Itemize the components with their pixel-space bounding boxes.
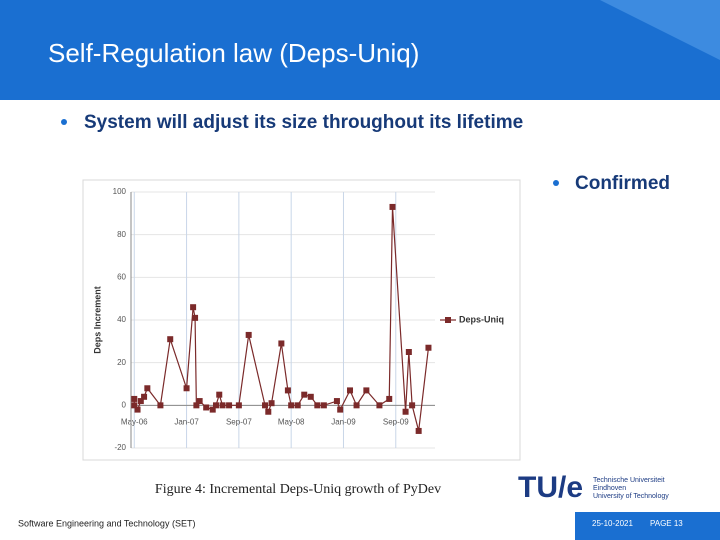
x-tick-label: Jan-07 (174, 417, 199, 426)
data-point (337, 406, 344, 413)
data-point (167, 336, 174, 343)
data-point (353, 402, 360, 409)
x-tick-label: May-06 (121, 417, 148, 426)
data-point (268, 400, 275, 407)
data-point (216, 391, 223, 398)
data-point (141, 393, 148, 400)
legend-marker (445, 317, 451, 323)
data-point (294, 402, 301, 409)
data-point (212, 402, 219, 409)
x-tick-label: May-08 (278, 417, 305, 426)
bullet: Confirmed (575, 173, 670, 194)
data-point (219, 402, 226, 409)
y-axis-label: Deps Increment (92, 286, 102, 354)
footer-band (575, 512, 720, 540)
data-point (192, 314, 199, 321)
data-point (265, 408, 272, 415)
data-point (196, 398, 203, 405)
y-tick-label: 0 (122, 400, 127, 409)
data-point (307, 393, 314, 400)
data-point (131, 402, 138, 409)
data-point (301, 391, 308, 398)
x-tick-label: Sep-09 (383, 417, 409, 426)
legend-label: Deps-Uniq (459, 314, 504, 324)
data-point (137, 398, 144, 405)
data-point (190, 304, 197, 311)
figure-caption: Figure 4: Incremental Deps-Uniq growth o… (155, 482, 441, 497)
slide-title: Self-Regulation law (Deps-Uniq) (48, 38, 419, 68)
y-tick-label: 60 (117, 272, 126, 281)
data-point (376, 402, 383, 409)
data-point (235, 402, 242, 409)
data-point (409, 402, 416, 409)
footer-date: 25-10-2021 (592, 519, 633, 528)
data-point (425, 344, 432, 351)
data-point (193, 402, 200, 409)
data-point (288, 402, 295, 409)
bullet-dot (61, 119, 67, 125)
data-point (209, 406, 216, 413)
x-tick-label: Jan-09 (331, 417, 356, 426)
bullet: System will adjust its size throughout i… (84, 112, 523, 133)
y-tick-label: 20 (117, 358, 126, 367)
data-point (183, 385, 190, 392)
bullet-dot (553, 180, 559, 186)
data-point (402, 408, 409, 415)
data-point (415, 427, 422, 434)
data-point (363, 387, 370, 394)
logo-text: University of Technology (593, 493, 669, 500)
data-point (157, 402, 164, 409)
logo-text: Eindhoven (593, 485, 626, 492)
logo-mark: TU/e (518, 471, 583, 504)
data-point (333, 398, 340, 405)
y-tick-label: -20 (114, 443, 126, 452)
data-point (278, 340, 285, 347)
footer-text: Software Engineering and Technology (SET… (18, 518, 195, 528)
y-tick-label: 40 (117, 315, 126, 324)
y-tick-label: 80 (117, 230, 126, 239)
data-point (245, 331, 252, 338)
data-point (226, 402, 233, 409)
header-band (0, 0, 720, 100)
footer-page: PAGE 13 (650, 519, 683, 528)
data-point (134, 406, 141, 413)
data-point (320, 402, 327, 409)
x-tick-label: Sep-07 (226, 417, 252, 426)
data-point (386, 395, 393, 402)
data-point (314, 402, 321, 409)
data-point (144, 385, 151, 392)
data-point (131, 395, 138, 402)
data-point (347, 387, 354, 394)
data-point (284, 387, 291, 394)
y-tick-label: 100 (113, 187, 127, 196)
logo-text: Technische Universiteit (593, 477, 665, 484)
data-point (389, 203, 396, 210)
data-point (405, 349, 412, 355)
header-accent (600, 0, 720, 60)
data-point (203, 404, 210, 411)
data-point (262, 402, 269, 409)
